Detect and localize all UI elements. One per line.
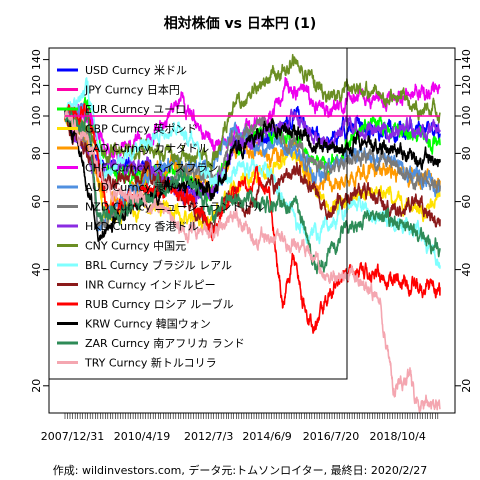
x-tick-label: 2010/4/19 — [114, 430, 170, 443]
series-line — [64, 108, 441, 206]
series-line — [64, 110, 441, 275]
legend-label: GBP Curncy 英ポンド — [85, 122, 197, 136]
x-tick-label: 2018/10/4 — [369, 430, 425, 443]
y-tick-label: 60 — [460, 195, 473, 209]
x-tick-label: 2014/6/9 — [242, 430, 291, 443]
legend-label: EUR Curncy ユーロ — [85, 103, 186, 116]
chart-caption: 作成: wildinvestors.com, データ元:トムソンロイター, 最終… — [53, 463, 427, 477]
y-tick-label: 140 — [460, 49, 473, 70]
legend-label: CHF Curncy スイスフラン — [85, 162, 218, 175]
legend: USD Curncy 米ドル JPY Curncy 日本円 EUR Curncy ユ… — [48, 47, 348, 380]
y-tick-label: 80 — [460, 146, 473, 160]
legend-label: BRL Curncy ブラジル レアル — [85, 258, 232, 272]
x-tick-label: 2007/12/31 — [41, 430, 104, 443]
series-line — [64, 53, 441, 172]
legend-label: CNY Curncy 中国元 — [85, 240, 186, 253]
y-tick-label: 120 — [460, 75, 473, 96]
y-tick-label: 20 — [460, 379, 473, 393]
legend-label: CAD Curncy カナダドル — [85, 141, 209, 155]
y-tick-label: 40 — [30, 263, 43, 277]
series-line — [64, 103, 441, 334]
y-tick-label: 60 — [30, 195, 43, 209]
series-line — [64, 109, 441, 413]
series-line — [64, 115, 441, 232]
x-tick-label: 2016/7/20 — [303, 430, 359, 443]
legend-label: RUB Curncy ロシア ルーブル — [85, 297, 234, 311]
legend-label: JPY Curncy 日本円 — [84, 83, 180, 97]
legend-label: TRY Curncy 新トルコリラ — [84, 356, 217, 370]
y-tick-label: 20 — [30, 379, 43, 393]
legend-label: INR Curncy インドルピー — [85, 279, 216, 292]
legend-box — [48, 47, 348, 380]
legend-label: AUD Curncy 豪ドル — [85, 180, 188, 194]
legend-label: NZD Curncy ニュージーランドドル — [85, 201, 265, 214]
x-tick-label: 2012/7/3 — [184, 430, 233, 443]
legend-label: HKD Curncy 香港ドル — [85, 220, 198, 233]
y-tick-label: 80 — [30, 146, 43, 160]
y-tick-label: 100 — [460, 106, 473, 127]
y-tick-label: 40 — [460, 263, 473, 277]
chart-title: 相対株価 vs 日本円 (1) — [164, 15, 317, 32]
y-tick-label: 140 — [30, 49, 43, 70]
legend-label: USD Curncy 米ドル — [85, 64, 187, 77]
y-tick-label: 100 — [30, 106, 43, 127]
y-tick-label: 120 — [30, 75, 43, 96]
legend-label: ZAR Curncy 南アフリカ ランド — [85, 337, 245, 350]
legend-label: KRW Curncy 韓国ウォン — [85, 318, 211, 331]
